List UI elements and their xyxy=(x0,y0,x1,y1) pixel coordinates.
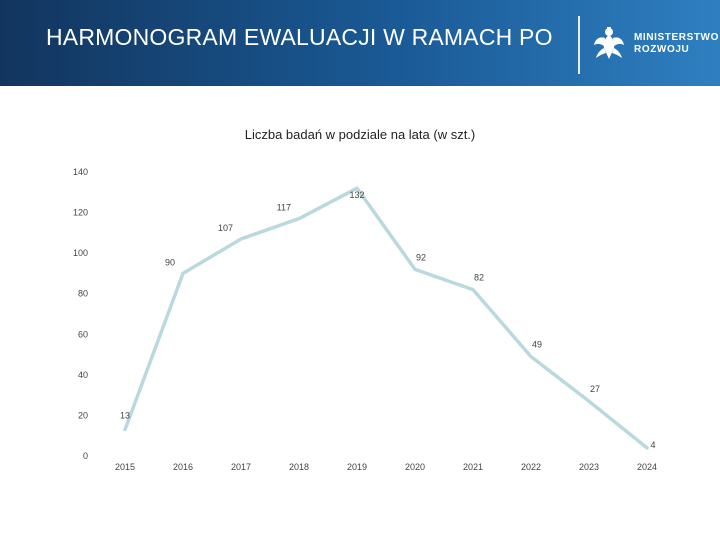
y-tick-label: 40 xyxy=(78,370,88,380)
y-tick-label: 20 xyxy=(78,410,88,420)
x-tick-label: 2015 xyxy=(115,462,135,472)
x-axis-ticks: 2015 2016 2017 2018 2019 2020 2021 2022 2023 2024 xyxy=(115,462,657,472)
y-tick-label: 60 xyxy=(78,329,88,339)
data-label: 107 xyxy=(218,223,233,233)
eagle-emblem-icon xyxy=(594,27,624,59)
series-line xyxy=(123,186,649,450)
x-tick-label: 2019 xyxy=(347,462,367,472)
series-line-group xyxy=(123,186,649,450)
x-tick-label: 2017 xyxy=(231,462,251,472)
y-tick-label: 120 xyxy=(73,208,88,218)
y-tick-label: 100 xyxy=(73,248,88,258)
ministry-logo-text: MINISTERSTWO ROZWOJU xyxy=(634,32,719,56)
data-label: 132 xyxy=(349,190,364,200)
data-label: 49 xyxy=(532,340,542,350)
chart-title: Liczba badań w podziale na lata (w szt.) xyxy=(244,127,476,142)
x-tick-label: 2023 xyxy=(579,462,599,472)
x-tick-label: 2024 xyxy=(637,462,657,472)
y-tick-label: 0 xyxy=(83,451,88,461)
data-label: 4 xyxy=(650,440,655,450)
data-label: 117 xyxy=(277,203,291,213)
slide-title: HARMONOGRAM EWALUACJI W RAMACH PO xyxy=(46,24,553,50)
logo-line-1: MINISTERSTWO xyxy=(634,32,719,43)
y-tick-label: 140 xyxy=(73,167,88,177)
data-label: 82 xyxy=(474,273,484,283)
x-tick-label: 2018 xyxy=(289,462,309,472)
y-tick-label: 80 xyxy=(78,289,88,299)
data-labels: 13 90 107 117 132 92 82 49 27 4 xyxy=(120,190,656,450)
data-label: 92 xyxy=(416,252,426,262)
x-tick-label: 2016 xyxy=(173,462,193,472)
header-bar: HARMONOGRAM EWALUACJI W RAMACH PO MINIST… xyxy=(0,0,720,86)
y-axis-ticks: 0 20 40 60 80 100 120 140 xyxy=(73,167,88,461)
header-divider xyxy=(578,16,580,74)
data-label: 90 xyxy=(165,257,175,267)
x-tick-label: 2022 xyxy=(521,462,541,472)
x-tick-label: 2021 xyxy=(463,462,483,472)
data-label: 27 xyxy=(590,384,600,394)
data-label: 13 xyxy=(120,411,130,421)
logo-line-2: ROZWOJU xyxy=(634,44,690,55)
x-tick-label: 2020 xyxy=(405,462,425,472)
